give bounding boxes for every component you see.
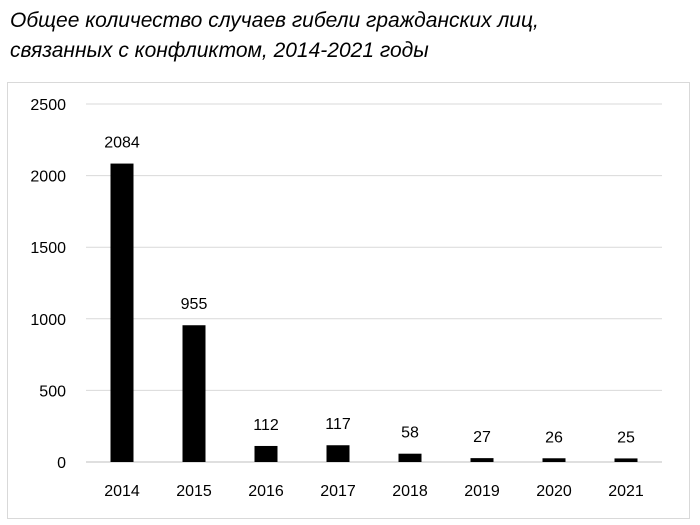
- data-label-2016: 112: [253, 417, 279, 434]
- y-axis-ticks: 0 500 1000 1500 2000 2500: [30, 97, 66, 472]
- x-tick-label-2020: 2020: [536, 483, 572, 500]
- y-tick-label-0: 0: [57, 455, 66, 472]
- data-label-2019: 27: [473, 429, 491, 446]
- y-tick-label-500: 500: [39, 383, 66, 400]
- chart-title: Общее количество случаев гибели гражданс…: [10, 6, 690, 66]
- x-tick-label-2017: 2017: [320, 483, 356, 500]
- bar-2015: [182, 325, 206, 462]
- x-axis-ticks: 2014 2015 2016 2017 2018 2019 2020 2021: [104, 483, 644, 500]
- data-label-2021: 25: [617, 429, 635, 446]
- bar-2020: [542, 458, 566, 462]
- data-label-2020: 26: [545, 429, 563, 446]
- x-tick-label-2021: 2021: [608, 483, 644, 500]
- data-labels: 2084 955 112 117 58 27 26 25: [104, 135, 635, 447]
- x-tick-label-2019: 2019: [464, 483, 500, 500]
- x-tick-label-2018: 2018: [392, 483, 428, 500]
- bar-2016: [254, 445, 278, 462]
- data-label-2015: 955: [181, 296, 208, 313]
- bar-2018: [398, 453, 422, 462]
- data-label-2018: 58: [401, 425, 419, 442]
- x-tick-label-2014: 2014: [104, 483, 140, 500]
- bar-2021: [614, 458, 638, 462]
- chart-title-line-1: Общее количество случаев гибели гражданс…: [10, 9, 539, 32]
- chart-frame: [7, 82, 690, 519]
- bar-2019: [470, 458, 494, 462]
- bar-2014: [110, 163, 134, 462]
- x-tick-label-2016: 2016: [248, 483, 284, 500]
- x-tick-label-2015: 2015: [176, 483, 212, 500]
- data-label-2014: 2084: [104, 135, 140, 152]
- gridlines: [86, 103, 662, 463]
- y-tick-label-2500: 2500: [30, 97, 66, 114]
- y-tick-label-1000: 1000: [30, 312, 66, 329]
- bars: [110, 163, 638, 462]
- chart-title-line-2: связанных с конфликтом, 2014-2021 годы: [10, 39, 429, 62]
- y-tick-label-2000: 2000: [30, 169, 66, 186]
- y-tick-label-1500: 1500: [30, 240, 66, 257]
- bar-2017: [326, 445, 350, 462]
- data-label-2017: 117: [325, 416, 351, 433]
